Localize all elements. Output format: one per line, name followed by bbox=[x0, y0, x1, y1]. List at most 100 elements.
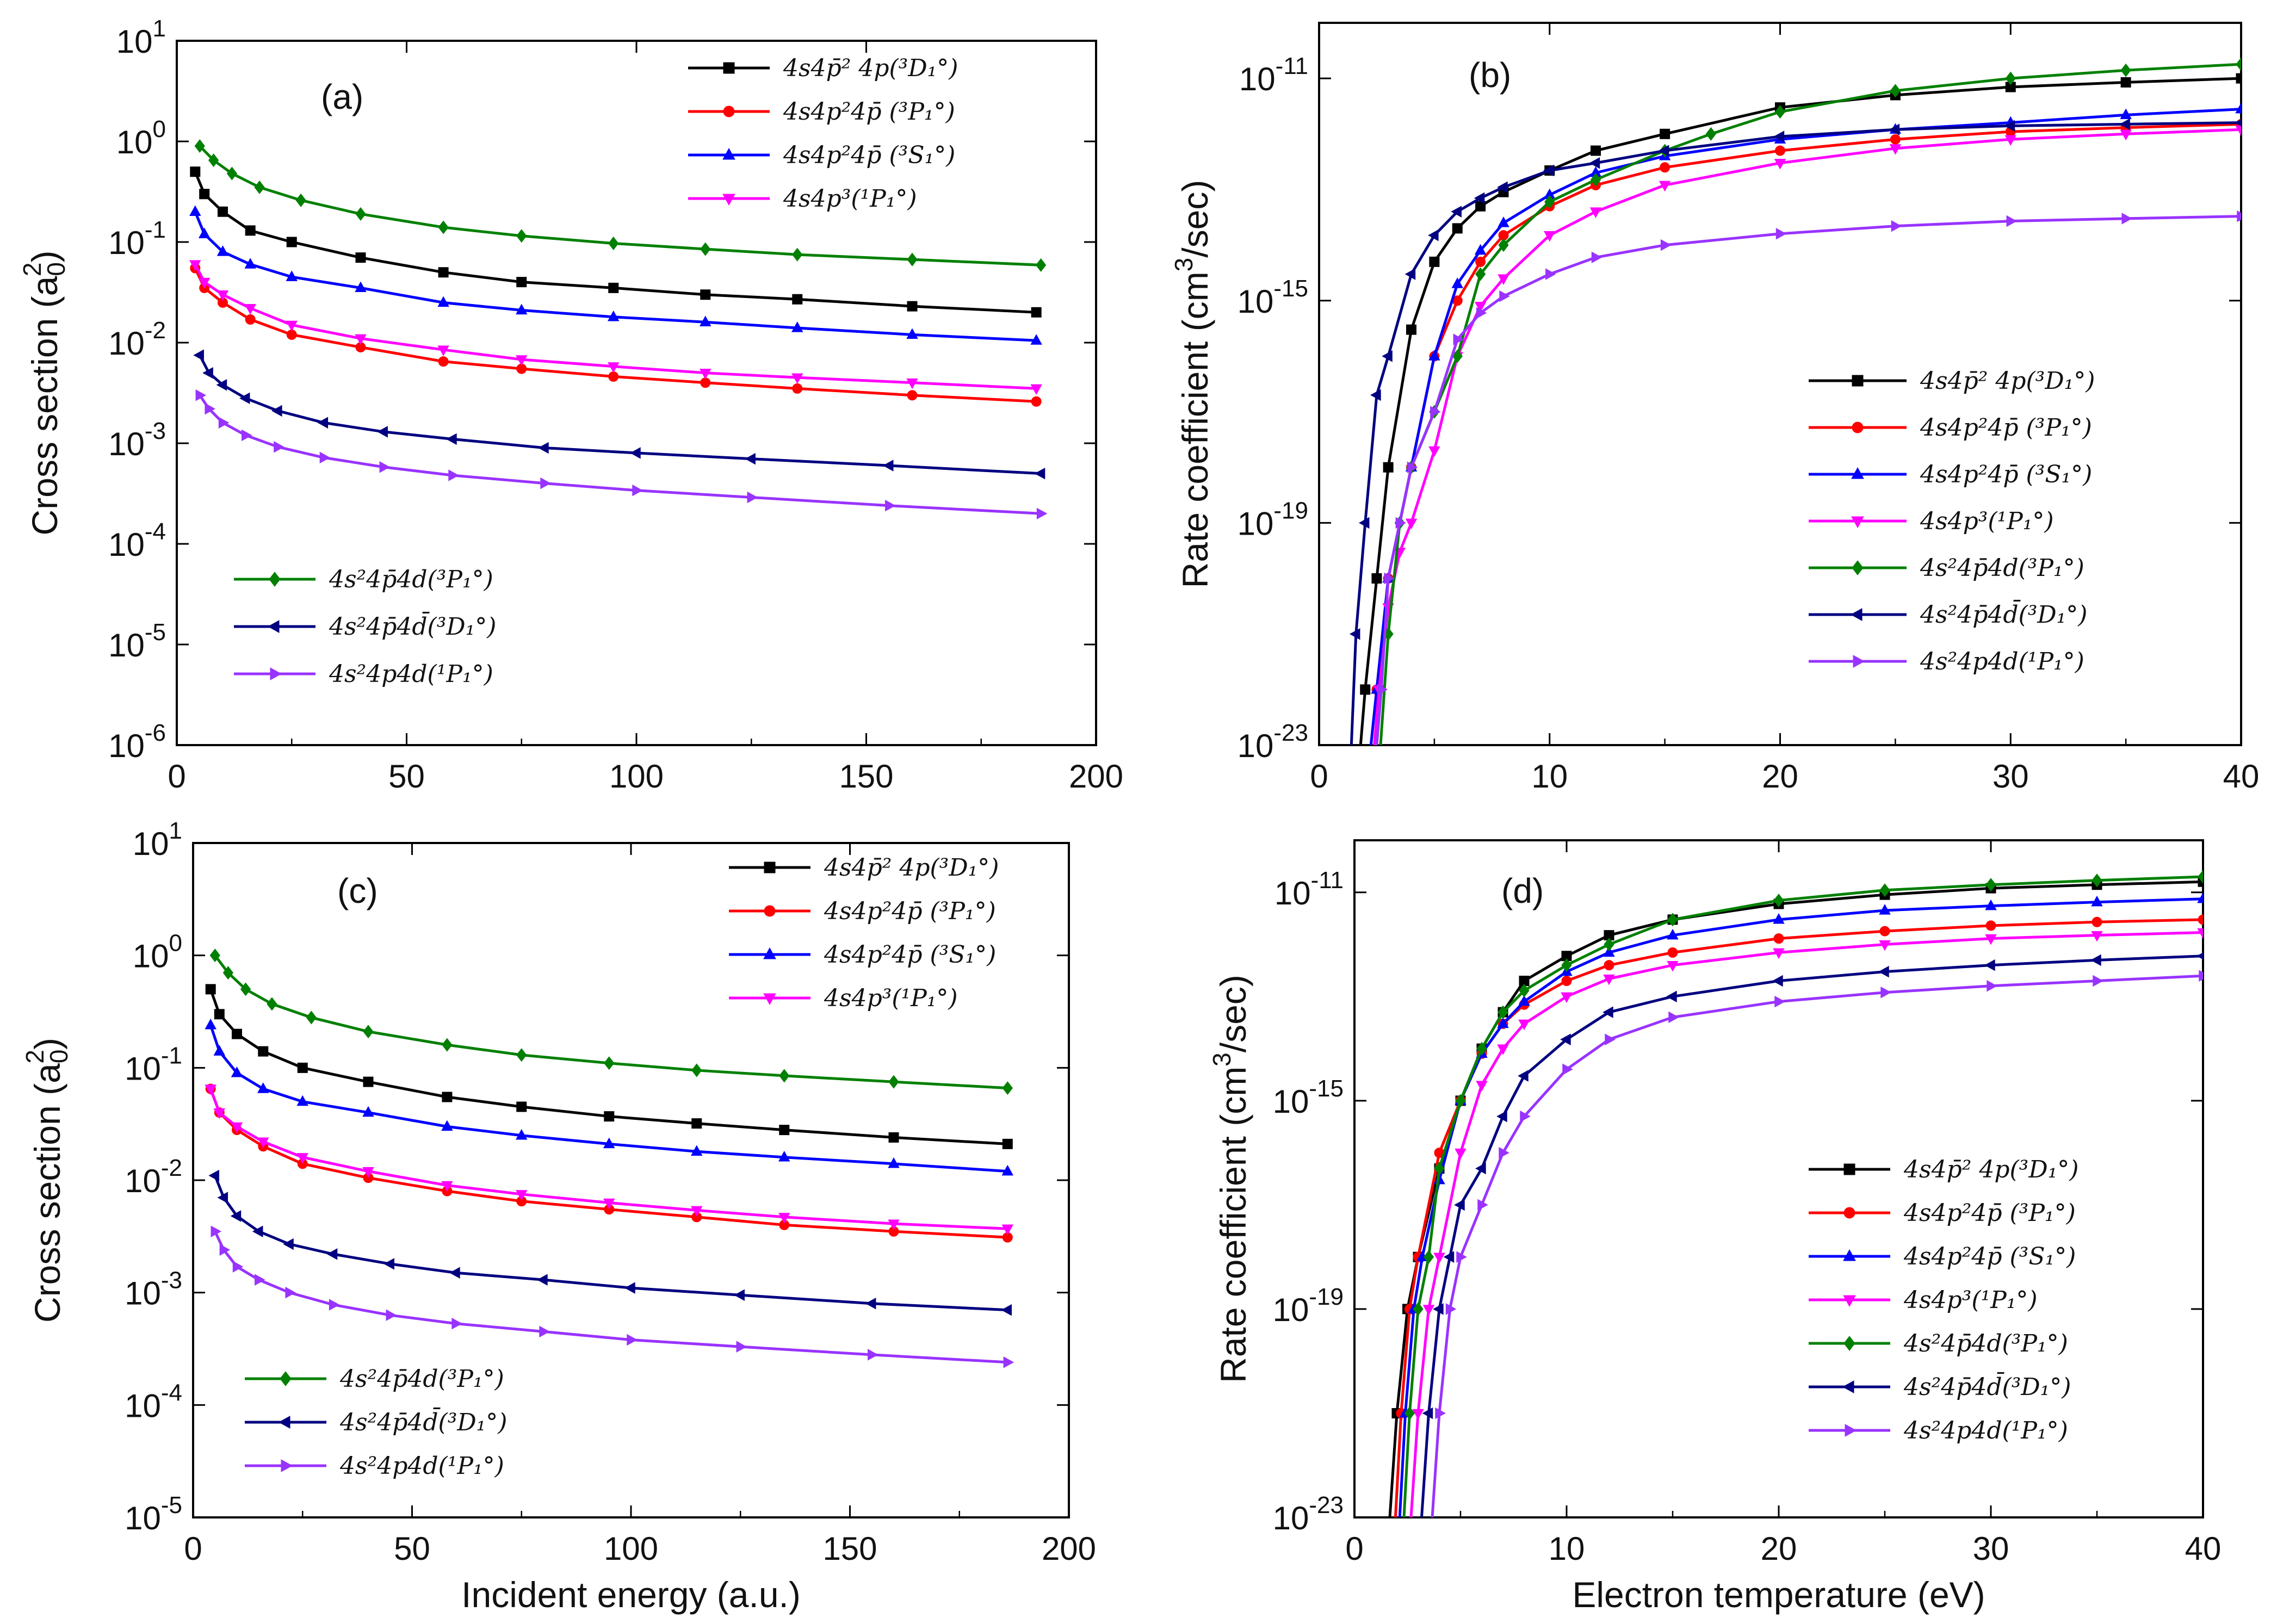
data-point bbox=[691, 1206, 703, 1217]
data-point bbox=[1520, 1110, 1531, 1123]
data-point bbox=[1474, 244, 1487, 255]
data-point bbox=[1878, 965, 1889, 978]
data-point bbox=[295, 193, 306, 207]
legend-label: 4s²4p4d(¹P₁°) bbox=[1920, 648, 2084, 675]
data-point bbox=[213, 1108, 226, 1119]
data-point bbox=[1002, 1138, 1013, 1149]
data-point bbox=[211, 1225, 222, 1237]
data-point bbox=[232, 1028, 242, 1039]
data-point bbox=[603, 1137, 615, 1149]
legend-label: 4s4p²4p̄ (³P₁°) bbox=[1903, 1199, 2076, 1227]
plot-frame bbox=[176, 40, 1097, 746]
panel-label: (a) bbox=[321, 77, 363, 116]
data-point bbox=[2198, 914, 2203, 925]
data-point bbox=[516, 1190, 528, 1201]
y-tick-base: 10 bbox=[125, 1275, 161, 1312]
data-point bbox=[1544, 195, 1555, 209]
data-point bbox=[2004, 120, 2015, 132]
y-tick-exponent: -2 bbox=[161, 1155, 182, 1181]
data-point bbox=[2120, 63, 2131, 77]
data-point bbox=[691, 1212, 702, 1223]
data-point bbox=[1407, 461, 1418, 473]
data-point bbox=[1499, 1146, 1509, 1159]
y-tick-exponent: 0 bbox=[153, 116, 166, 142]
data-point bbox=[1589, 207, 1602, 218]
data-point bbox=[1879, 883, 1890, 897]
data-point bbox=[1030, 334, 1042, 345]
y-tick-label: 10-11 bbox=[1274, 867, 1344, 912]
data-point bbox=[1658, 145, 1669, 157]
y-tick-label: 10-23 bbox=[1238, 720, 1308, 764]
data-point bbox=[244, 303, 256, 315]
data-point bbox=[1395, 517, 1407, 529]
y-axis-label: Rate coefficient (cm3/sec) bbox=[1208, 975, 1253, 1383]
y-tick-exponent: -2 bbox=[145, 317, 166, 344]
legend-marker bbox=[1843, 1249, 1856, 1261]
data-point bbox=[2120, 129, 2132, 141]
data-point bbox=[363, 1076, 374, 1087]
data-point bbox=[2235, 102, 2241, 114]
data-point bbox=[2091, 931, 2103, 942]
data-point bbox=[1774, 159, 1786, 170]
data-point bbox=[362, 1167, 374, 1178]
legend-marker bbox=[1845, 1424, 1857, 1437]
data-point bbox=[1985, 934, 1997, 945]
legend-marker bbox=[763, 993, 776, 1006]
y-tick-exponent: -3 bbox=[161, 1267, 182, 1294]
series-line bbox=[1379, 63, 2241, 745]
data-point bbox=[779, 1069, 790, 1083]
data-point bbox=[1561, 958, 1572, 972]
data-point bbox=[1349, 628, 1360, 640]
x-tick-label: 200 bbox=[1042, 1530, 1096, 1567]
y-tick-label: 10-3 bbox=[125, 1267, 182, 1312]
legend-marker bbox=[763, 947, 776, 959]
data-point bbox=[791, 321, 803, 332]
data-point bbox=[1987, 980, 1997, 992]
data-point bbox=[1391, 1564, 1402, 1573]
x-tick-label: 20 bbox=[1762, 758, 1798, 795]
legend-marker bbox=[722, 147, 735, 160]
legend-label: 4s²4p4d(¹P₁°) bbox=[329, 660, 493, 688]
data-point bbox=[1434, 1161, 1445, 1175]
y-tick-exponent: -6 bbox=[145, 720, 166, 746]
legend-label: 4s²4p4d(¹P₁°) bbox=[1903, 1417, 2068, 1445]
legend-label: 4s²4p̄4d̄(³D₁°) bbox=[1920, 599, 2087, 629]
data-point bbox=[516, 1196, 527, 1207]
y-tick-exponent: -23 bbox=[1309, 1492, 1344, 1518]
y-axis-label-text: Rate coefficient (cm bbox=[1213, 1067, 1253, 1383]
data-point bbox=[885, 499, 896, 512]
data-point bbox=[1476, 307, 1487, 319]
data-point bbox=[218, 417, 230, 429]
y-tick-label: 10-23 bbox=[1273, 1492, 1344, 1536]
data-point bbox=[608, 310, 620, 321]
y-tick-exponent: 1 bbox=[169, 817, 182, 844]
data-point bbox=[700, 242, 711, 256]
series-line bbox=[1350, 121, 2241, 745]
y-tick-label: 10-15 bbox=[1273, 1075, 1344, 1120]
data-point bbox=[516, 303, 528, 315]
series-group bbox=[189, 139, 1048, 520]
data-point bbox=[1772, 975, 1783, 987]
y-axis-label-close: ) bbox=[24, 251, 65, 263]
y-tick-label: 10-6 bbox=[108, 720, 166, 764]
data-point bbox=[1544, 231, 1556, 242]
data-point bbox=[1396, 1563, 1406, 1576]
data-point bbox=[189, 205, 201, 216]
data-point bbox=[868, 1349, 878, 1361]
y-axis-label-sup: 3 bbox=[1208, 1052, 1236, 1067]
legend-marker bbox=[1843, 1295, 1856, 1307]
data-point bbox=[2237, 210, 2241, 222]
y-tick-label: 10-19 bbox=[1273, 1284, 1344, 1328]
data-point bbox=[1773, 948, 1785, 959]
y-tick-base: 10 bbox=[1273, 1292, 1309, 1328]
y-tick-base: 10 bbox=[1273, 1083, 1309, 1120]
y-axis-label-text: Cross section (a bbox=[24, 276, 65, 535]
legend-marker bbox=[1852, 560, 1864, 575]
data-point bbox=[1003, 1356, 1014, 1368]
data-point bbox=[252, 1225, 263, 1237]
data-point bbox=[254, 180, 265, 194]
legend-label: 4s²4p̄4d̄(³D₁°) bbox=[1903, 1371, 2071, 1401]
data-point bbox=[226, 166, 238, 181]
data-point bbox=[216, 379, 227, 391]
data-point bbox=[1406, 324, 1416, 335]
